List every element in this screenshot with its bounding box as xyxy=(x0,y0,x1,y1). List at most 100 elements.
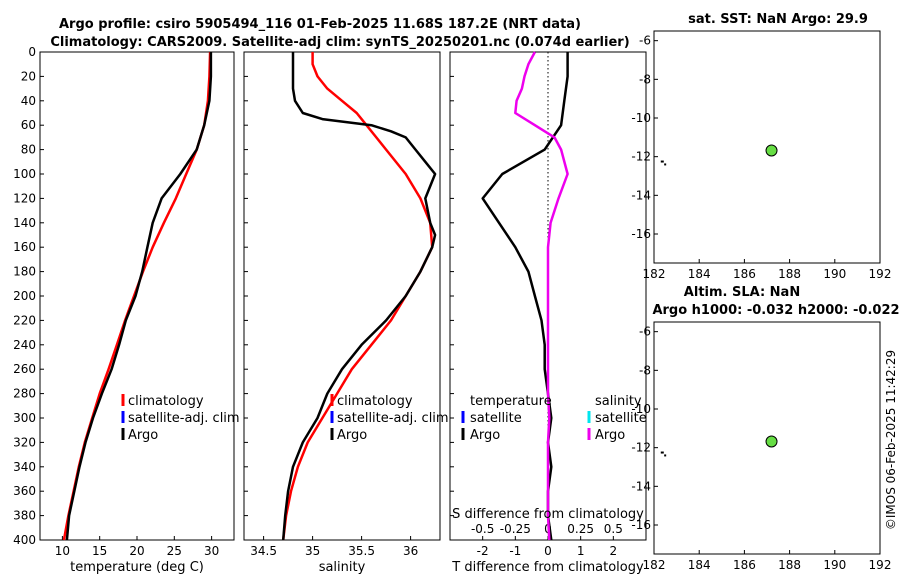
sdiff-label: S difference from climatology xyxy=(452,507,644,522)
temperature-xtick-label: 30 xyxy=(204,544,219,558)
map-xtick-label: 182 xyxy=(643,558,666,572)
sdiff-tick-label: 0.5 xyxy=(604,522,623,536)
map-xtick-label: 184 xyxy=(688,267,711,281)
map-xtick-label: 192 xyxy=(869,267,892,281)
depth-tick-label: 20 xyxy=(21,69,36,83)
map-xtick-label: 192 xyxy=(869,558,892,572)
depth-tick-label: 320 xyxy=(13,435,36,449)
depth-tick-label: 200 xyxy=(13,289,36,303)
tdiff-xtick-label: 1 xyxy=(577,544,585,558)
map-ytick-label: -8 xyxy=(639,72,651,86)
depth-tick-label: 100 xyxy=(13,167,36,181)
depth-tick-label: 380 xyxy=(13,509,36,523)
legend-title-temperature: temperature xyxy=(470,394,552,409)
temperature-xlabel: temperature (deg C) xyxy=(70,560,204,575)
legend-label-s-satellite: satellite xyxy=(595,411,647,426)
map-xtick-label: 182 xyxy=(643,267,666,281)
argo-height-title: Argo h1000: -0.032 h2000: -0.022 xyxy=(652,303,899,318)
temperature-xtick-label: 25 xyxy=(167,544,182,558)
salinity-xtick-label: 36 xyxy=(403,544,418,558)
salinity-xtick-label: 35.5 xyxy=(348,544,375,558)
tdiff-argo-line xyxy=(481,52,569,541)
salinity-xtick-label: 35 xyxy=(305,544,320,558)
temperature-argo-line xyxy=(65,52,213,541)
temperature-xtick-label: 10 xyxy=(55,544,70,558)
island-speck xyxy=(660,451,664,454)
temperature-legend: climatology satellite-adj. clim Argo xyxy=(121,394,240,443)
depth-tick-label: 140 xyxy=(13,216,36,230)
tdiff-xlabel: T difference from climatology xyxy=(451,560,644,575)
map-xtick-label: 188 xyxy=(778,267,801,281)
tdiff-xtick-label: -1 xyxy=(509,544,521,558)
salinity-argo-line xyxy=(281,52,437,541)
depth-tick-label: 360 xyxy=(13,484,36,498)
map-xtick-label: 186 xyxy=(733,267,756,281)
map-ytick-label: -16 xyxy=(631,518,651,532)
legend-label-climatology: climatology xyxy=(128,394,204,409)
map-xtick-label: 190 xyxy=(823,558,846,572)
depth-tick-label: 260 xyxy=(13,362,36,376)
map-ytick-label: -14 xyxy=(631,188,651,202)
map-ytick-label: -12 xyxy=(631,150,651,164)
depth-tick-label: 400 xyxy=(13,533,36,547)
salinity-axes xyxy=(243,51,441,541)
legend-label-t-argo: Argo xyxy=(470,428,500,443)
temperature-xtick-label: 20 xyxy=(129,544,144,558)
depth-tick-label: 280 xyxy=(13,387,36,401)
map-ytick-label: -10 xyxy=(631,111,651,125)
depth-tick-label: 240 xyxy=(13,338,36,352)
legend-label-satellite: satellite-adj. clim xyxy=(128,411,240,426)
legend-label-s-argo: Argo xyxy=(595,428,625,443)
map-xtick-label: 186 xyxy=(733,558,756,572)
island-speck xyxy=(664,163,667,166)
tdiff-xtick-label: 2 xyxy=(610,544,618,558)
legend-label-argo: Argo xyxy=(128,428,158,443)
map-xtick-label: 188 xyxy=(778,558,801,572)
sst-title: sat. SST: NaN Argo: 29.9 xyxy=(688,12,868,27)
depth-tick-label: 160 xyxy=(13,240,36,254)
depth-tick-label: 0 xyxy=(28,45,36,59)
depth-tick-label: 180 xyxy=(13,265,36,279)
sdiff-argo-line xyxy=(514,51,569,541)
altimetry-title: Altim. SLA: NaN xyxy=(684,285,800,300)
subtitle: Climatology: CARS2009. Satellite-adj cli… xyxy=(50,35,629,50)
depth-tick-label: 300 xyxy=(13,411,36,425)
island-speck xyxy=(660,160,664,163)
map-ytick-label: -8 xyxy=(639,363,651,377)
legend-label-argo: Argo xyxy=(337,428,367,443)
map-xtick-label: 190 xyxy=(823,267,846,281)
depth-tick-label: 120 xyxy=(13,191,36,205)
salinity-xlabel: salinity xyxy=(319,560,366,575)
main-title: Argo profile: csiro 5905494_116 01-Feb-2… xyxy=(59,17,581,32)
tdiff-xtick-label: -2 xyxy=(477,544,489,558)
map-ytick-label: -14 xyxy=(631,479,651,493)
legend-title-salinity: salinity xyxy=(595,394,642,409)
depth-tick-label: 60 xyxy=(21,118,36,132)
map-ytick-label: -12 xyxy=(631,441,651,455)
depth-tick-label: 340 xyxy=(13,460,36,474)
depth-tick-label: 80 xyxy=(21,143,36,157)
float-position-marker xyxy=(765,435,778,448)
map-xtick-label: 184 xyxy=(688,558,711,572)
difference-legend: temperature satellite Argo salinity sate… xyxy=(461,394,647,443)
temperature-xtick-label: 15 xyxy=(92,544,107,558)
island-speck xyxy=(664,454,667,457)
depth-tick-label: 220 xyxy=(13,313,36,327)
legend-label-satellite: satellite-adj. clim xyxy=(337,411,449,426)
map-ytick-label: -16 xyxy=(631,227,651,241)
map-ytick-label: -6 xyxy=(639,34,651,48)
sdiff-tick-label: 0.25 xyxy=(567,522,594,536)
map-ytick-label: -6 xyxy=(639,325,651,339)
float-position-marker xyxy=(765,144,778,157)
sdiff-tick-label: -0.5 xyxy=(471,522,494,536)
salinity-xtick-label: 34.5 xyxy=(250,544,277,558)
sdiff-tick-label: -0.25 xyxy=(500,522,531,536)
map-ytick-label: -10 xyxy=(631,402,651,416)
legend-label-t-satellite: satellite xyxy=(470,411,522,426)
imos-credit: ©IMOS 06-Feb-2025 11:42:29 xyxy=(884,350,898,530)
legend-label-climatology: climatology xyxy=(337,394,413,409)
tdiff-xtick-label: 0 xyxy=(544,544,552,558)
depth-tick-label: 40 xyxy=(21,94,36,108)
salinity-legend: climatology satellite-adj. clim Argo xyxy=(330,394,449,443)
